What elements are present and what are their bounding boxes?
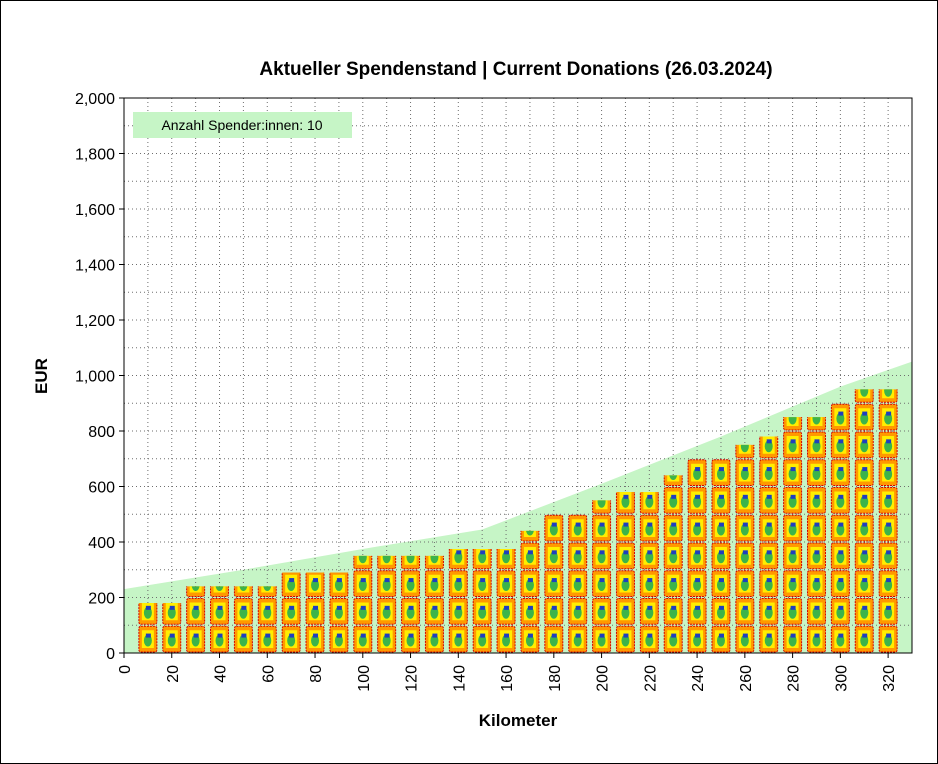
coin-stack-bar [615,492,635,653]
coin-stack-bar [806,417,826,653]
x-tick-label: 200 [595,665,612,692]
coin-stack-bar [377,555,397,653]
x-tick-label: 0 [117,665,134,674]
x-tick-label: 80 [308,665,325,683]
coin-stack-bar [496,548,516,653]
coin-stack-bar [257,586,277,653]
coin-stack-bar [448,548,468,653]
coin-stack-bar [687,459,707,653]
coin-stack-bar [210,586,230,653]
x-tick-label: 300 [833,665,850,692]
coin-stack-bar [759,436,779,653]
x-tick-label: 180 [547,665,564,692]
coin-stack-bar [854,389,874,653]
x-tick-label: 220 [642,665,659,692]
x-tick-label: 20 [165,665,182,683]
donor-count-annotation: Anzahl Spender:innen: 10 [161,117,322,133]
x-tick-label: 240 [690,665,707,692]
y-tick-label: 600 [88,480,115,497]
coin-stack-bar [138,603,158,653]
y-tick-label: 1,600 [75,202,115,219]
coin-stack-bar [663,475,683,653]
coin-stack-bar [639,492,659,653]
coin-stack-bar [735,444,755,653]
chart-title: Aktueller Spendenstand | Current Donatio… [259,59,772,80]
y-tick-label: 2,000 [75,91,115,108]
y-tick-label: 1,800 [75,147,115,164]
y-tick-label: 400 [88,535,115,552]
x-tick-label: 40 [213,665,230,683]
coin-stack-bar [329,572,349,653]
coin-stack-bar [233,586,253,653]
x-tick-label: 280 [786,665,803,692]
coin-stack-bar [568,514,588,653]
y-tick-label: 1,400 [75,258,115,275]
coin-stack-bar [401,555,421,653]
coin-stack-bar [544,514,564,653]
legend-background [133,112,352,138]
coin-stack-bar [520,530,540,653]
y-tick-label: 800 [88,424,115,441]
x-tick-label: 60 [260,665,277,683]
coin-stack-bar [830,403,850,653]
x-tick-label: 320 [881,665,898,692]
x-tick-label: 140 [451,665,468,692]
coin-stack-bar [472,548,492,653]
coin-stack-bar [592,500,612,653]
coin-stack-bar [424,555,444,653]
x-axis-label: Kilometer [479,711,558,730]
coin-stack-bar [186,586,206,653]
coin-stack-bar [878,389,898,653]
y-axis-label: EUR [32,358,51,394]
coin-stack-bar [711,459,731,653]
x-tick-label: 260 [738,665,755,692]
y-tick-label: 0 [106,646,115,663]
legend-box: Anzahl Spender:innen: 10 [133,112,352,138]
coin-stack-bar [783,417,803,653]
coin-stack-bar [162,603,182,653]
coin-stack-bar [281,572,301,653]
x-tick-label: 160 [499,665,516,692]
coin-stack-bar [305,572,325,653]
coin-stack-bar [353,555,373,653]
y-tick-label: 200 [88,591,115,608]
y-tick-label: 1,000 [75,369,115,386]
x-tick-label: 100 [356,665,373,692]
x-tick-label: 120 [404,665,421,692]
y-tick-label: 1,200 [75,313,115,330]
